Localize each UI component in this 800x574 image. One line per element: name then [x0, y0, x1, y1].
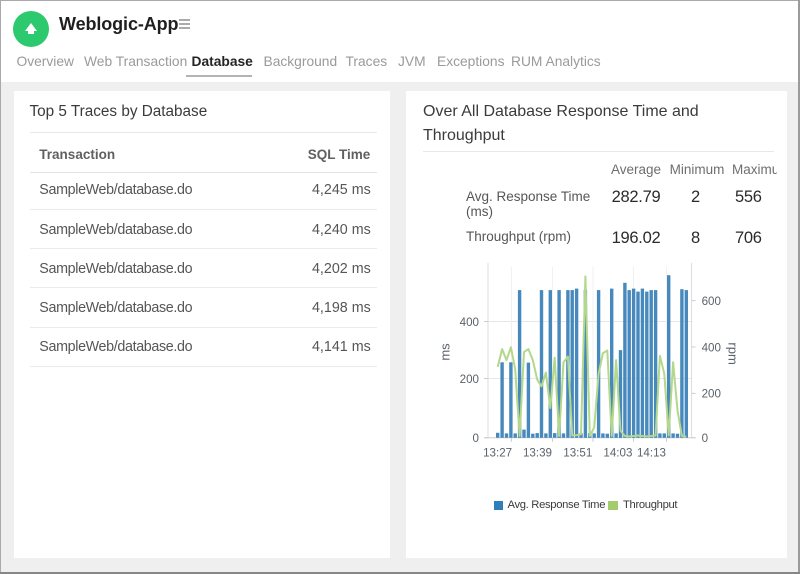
svg-text:13:39: 13:39 [523, 447, 552, 460]
svg-text:200: 200 [702, 388, 721, 401]
svg-text:rpm: rpm [725, 342, 740, 364]
svg-text:0: 0 [473, 432, 479, 445]
svg-text:400: 400 [460, 316, 479, 329]
svg-text:13:27: 13:27 [483, 447, 512, 460]
svg-text:0: 0 [702, 432, 708, 445]
svg-text:14:13: 14:13 [637, 447, 666, 460]
svg-text:600: 600 [702, 295, 721, 308]
svg-text:400: 400 [702, 341, 721, 354]
svg-text:200: 200 [460, 373, 479, 386]
svg-text:14:03: 14:03 [603, 447, 632, 460]
svg-text:13:51: 13:51 [563, 447, 592, 460]
svg-text:ms: ms [437, 343, 452, 361]
